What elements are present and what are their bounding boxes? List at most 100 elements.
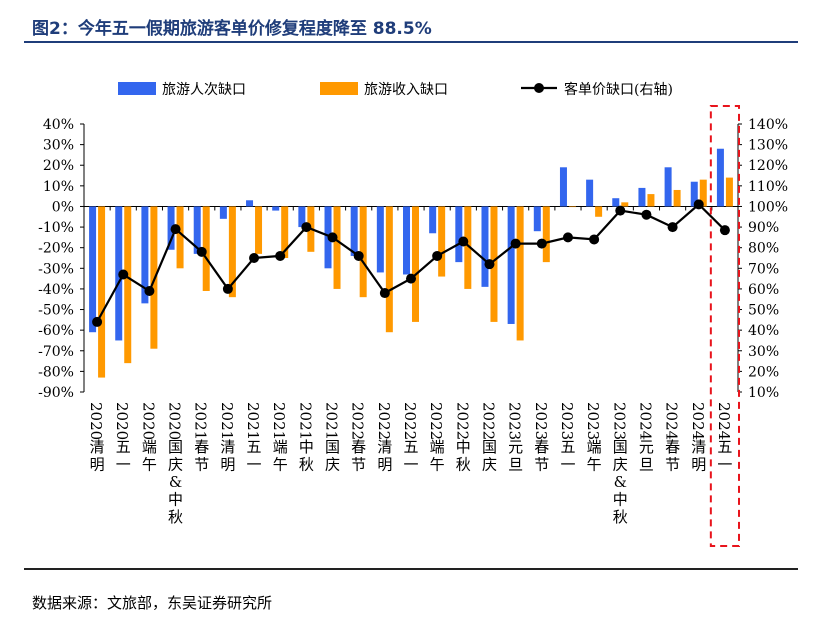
line-point (484, 259, 495, 270)
x-label-char: 明 (90, 456, 105, 474)
x-label-char: 春 (351, 438, 366, 456)
x-label-char: 一 (403, 456, 418, 474)
right-tick-label: 120% (748, 158, 788, 174)
bar-travel-revenue (412, 206, 419, 322)
x-label-char: 午 (430, 456, 445, 474)
bar-travel-count (507, 206, 515, 324)
bar-travel-count (533, 206, 541, 232)
bar-travel-revenue (464, 206, 472, 289)
x-label-char: 明 (691, 456, 706, 474)
x-label-char: 清 (220, 438, 235, 456)
x-label-char: 五 (403, 438, 418, 456)
line-point (693, 199, 704, 210)
line-point (458, 236, 469, 247)
bar-travel-revenue (255, 206, 263, 254)
x-label-char: 庆 (168, 456, 183, 474)
x-label-char: 一 (116, 456, 131, 474)
bars (89, 148, 733, 378)
x-label-char: 中 (613, 491, 628, 509)
highlight-rect (709, 105, 741, 547)
x-label-char: 节 (534, 456, 549, 474)
bar-travel-revenue (568, 206, 576, 208)
line-point (432, 250, 443, 261)
x-label-year: 2022 (427, 402, 445, 440)
chart: 旅游人次缺口 旅游收入缺口 客单价缺口(右轴) 40% 30% 20% 10% 0% -10%… (38, 81, 788, 547)
line-point (353, 250, 364, 261)
left-tick-label: 0% (52, 199, 74, 215)
line-point (144, 285, 155, 296)
bar-travel-revenue (673, 189, 681, 207)
x-label-char: 秋 (168, 508, 183, 526)
bar-travel-revenue (438, 206, 446, 277)
x-label-year: 2024 (663, 402, 681, 440)
line-point (510, 238, 521, 249)
x-label-char: 旦 (639, 456, 654, 474)
x-label-char: 午 (587, 456, 602, 474)
x-label-char: 明 (220, 456, 235, 474)
x-label-year: 2022 (349, 402, 367, 440)
bar-travel-count (141, 206, 149, 304)
x-label-year: 2021 (192, 402, 210, 440)
x-label-year: 2022 (453, 402, 471, 440)
x-label-char: 秋 (456, 456, 471, 474)
x-label-char: 午 (273, 456, 288, 474)
right-tick-label: 130% (748, 138, 788, 154)
x-label-year: 2021 (244, 402, 262, 440)
x-label-char: 国 (613, 438, 628, 456)
line-point (301, 222, 312, 233)
figure-title: 图2：今年五一假期旅游客单价修复程度降至 88.5% (32, 19, 432, 39)
left-tick-label: -10% (38, 220, 74, 236)
bar-travel-revenue (124, 206, 132, 364)
line-point (536, 238, 547, 249)
x-label-char: 节 (351, 456, 366, 474)
x-label-char: 元 (508, 438, 523, 456)
x-label-year: 2023 (584, 402, 602, 440)
x-label-char: 旦 (508, 456, 523, 474)
right-tick-label: 40% (748, 323, 779, 339)
bar-travel-revenue (333, 206, 341, 289)
x-label-char: 春 (534, 438, 549, 456)
line-point (170, 224, 181, 235)
bar-travel-count (638, 187, 646, 207)
bar-travel-count (89, 206, 97, 333)
x-label-char: 五 (717, 438, 732, 456)
x-label-year: 2020 (166, 402, 184, 440)
bar-travel-count (350, 206, 358, 256)
bar-travel-count (298, 206, 306, 228)
left-tick-label: -80% (38, 364, 74, 380)
axes: 40% 30% 20% 10% 0% -10% -20% -30% -40% -50% -60% -7… (38, 117, 788, 401)
line-point (589, 234, 600, 245)
x-label-year: 2020 (113, 402, 131, 440)
x-label-char: 端 (273, 438, 288, 456)
highlight-box (709, 105, 741, 547)
x-label-char: 一 (560, 456, 575, 474)
bar-travel-revenue (647, 194, 655, 207)
x-label-year: 2022 (401, 402, 419, 440)
legend-swatch-marker (534, 83, 544, 93)
x-label-char: 国 (325, 438, 340, 456)
bar-travel-revenue (725, 177, 733, 207)
bar-travel-revenue (281, 206, 289, 258)
x-label-char: 五 (560, 438, 575, 456)
line-point (196, 246, 207, 257)
right-tick-label: 10% (748, 385, 779, 401)
x-label-char: 午 (142, 456, 157, 474)
left-tick-label: -30% (38, 261, 74, 277)
x-label-char: 庆 (613, 456, 628, 474)
x-label-year: 2023 (558, 402, 576, 440)
line-series (92, 199, 730, 327)
x-label-year: 2020 (139, 402, 157, 440)
legend-swatch-travel-revenue (320, 82, 358, 95)
right-tick-label: 90% (748, 220, 779, 236)
left-tick-label: -50% (38, 303, 74, 319)
bar-travel-revenue (699, 179, 707, 207)
